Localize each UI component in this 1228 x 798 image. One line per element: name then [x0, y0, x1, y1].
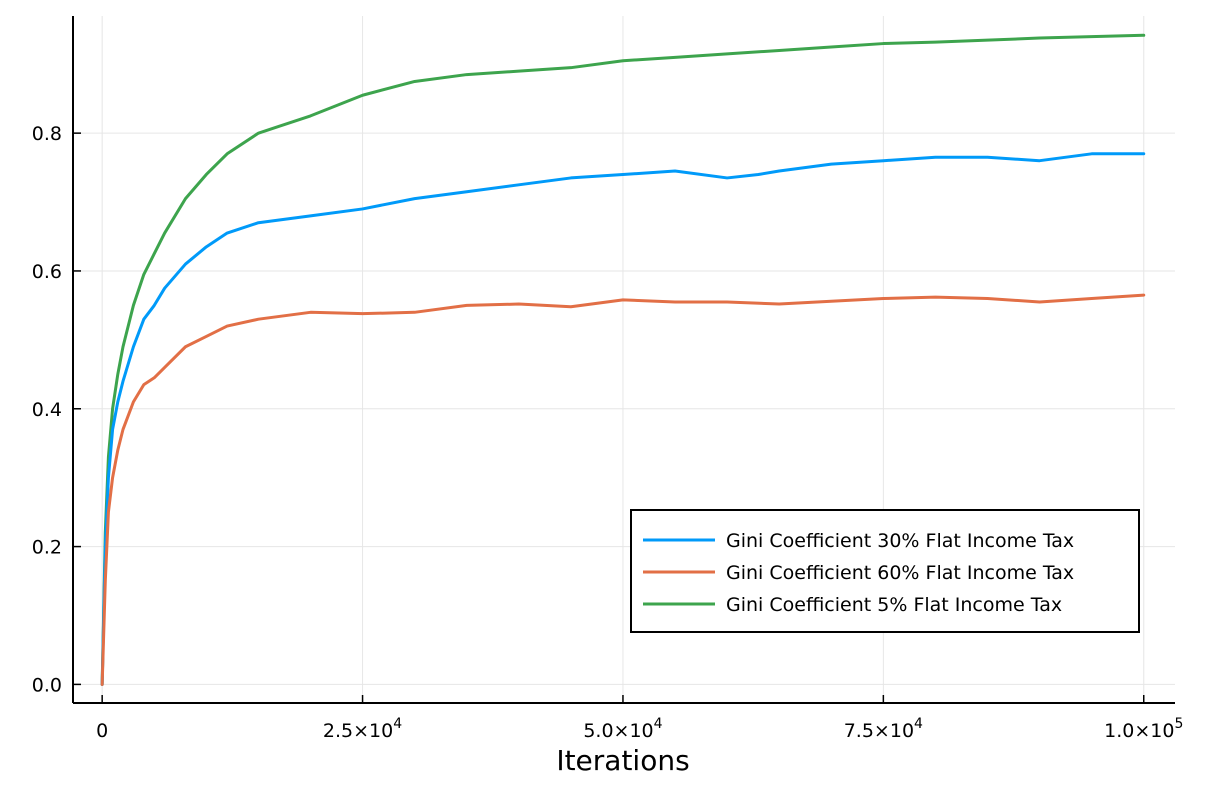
x-tick-label: 2.5×104: [323, 716, 402, 742]
series-lines: [100, 33, 1146, 686]
legend-label: Gini Coefficient 30% Flat Income Tax: [726, 530, 1074, 552]
x-tick-label: 1.0×105: [1104, 716, 1183, 742]
x-tick-exponent: 5: [1174, 716, 1183, 732]
legend-label: Gini Coefficient 5% Flat Income Tax: [726, 594, 1062, 616]
x-tick-exponent: 4: [393, 716, 402, 732]
series-line: [100, 33, 1146, 686]
y-tick-label: 0.6: [32, 261, 62, 283]
x-tick-mantissa: 5.0×10: [583, 720, 653, 742]
y-tick-label: 0.4: [32, 399, 62, 421]
x-tick-mantissa: 2.5×10: [323, 720, 393, 742]
x-tick-label: 0: [96, 720, 108, 742]
y-ticks: 0.0 0.2 0.4 0.6 0.8: [32, 123, 81, 696]
series-line: [100, 152, 1146, 686]
x-ticks: 0 2.5×104 5.0×104 7.5×104 1.0×105: [96, 695, 1183, 742]
axes: [72, 16, 1175, 704]
y-tick-label: 0.2: [32, 537, 62, 559]
y-tick-label: 0.8: [32, 123, 62, 145]
x-tick-label: 5.0×104: [583, 716, 662, 742]
series-line: [100, 293, 1146, 686]
x-tick-mantissa: 7.5×10: [844, 720, 914, 742]
x-tick-mantissa: 0: [96, 720, 108, 742]
legend-label: Gini Coefficient 60% Flat Income Tax: [726, 562, 1074, 584]
x-tick-label: 7.5×104: [844, 716, 923, 742]
x-tick-exponent: 4: [914, 716, 923, 732]
legend: Gini Coefficient 30% Flat Income Tax Gini…: [630, 509, 1140, 633]
x-tick-exponent: 4: [654, 716, 663, 732]
legend-box: [630, 509, 1140, 633]
x-axis-label: Iterations: [556, 744, 689, 777]
x-tick-mantissa: 1.0×10: [1104, 720, 1174, 742]
y-tick-label: 0.0: [32, 674, 62, 696]
